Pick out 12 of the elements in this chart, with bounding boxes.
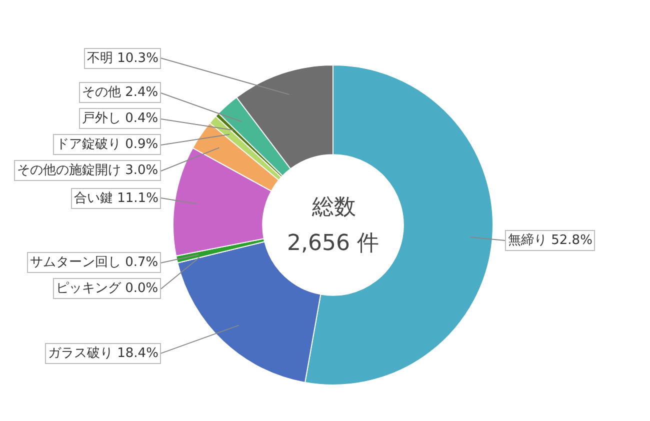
slice-label: その他 2.4% [82, 85, 158, 100]
slice-label: サムターン回し 0.7% [30, 255, 158, 270]
category-label: ピッキング 0.0% [56, 281, 158, 296]
slice-label: 無締り 52.8% [508, 233, 592, 248]
slice-label: 戸外し 0.4% [82, 111, 158, 126]
slice-label: ガラス破り 18.4% [48, 346, 158, 361]
text: 2,656 件 [287, 231, 379, 256]
slice-label: ドア錠破り 0.9% [56, 137, 158, 152]
text: 総数 [311, 195, 356, 220]
slice-label: 合い鍵 11.1% [74, 191, 158, 206]
slice-label: 不明 10.3% [87, 51, 158, 66]
slice-label: その他の施錠開け 3.0% [17, 163, 158, 178]
